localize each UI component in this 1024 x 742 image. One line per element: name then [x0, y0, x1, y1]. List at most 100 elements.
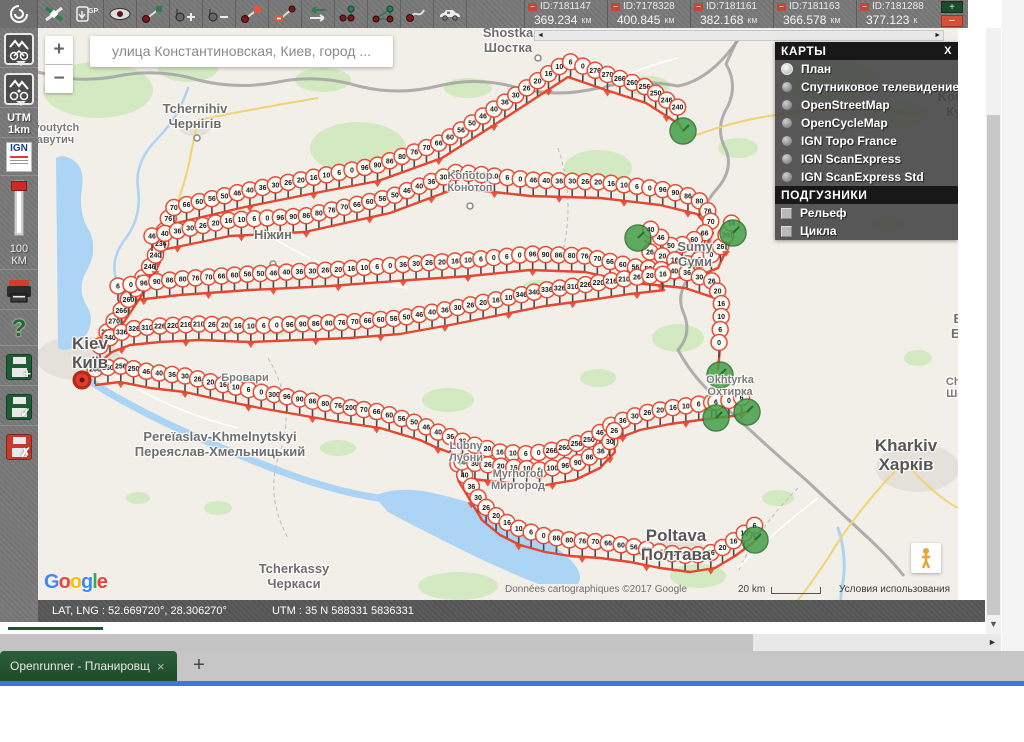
loop-icon[interactable]: [368, 0, 401, 28]
pegman-button[interactable]: [911, 543, 941, 573]
utm-toggle[interactable]: UTM1km: [0, 110, 38, 138]
add-route-button[interactable]: +: [941, 1, 963, 13]
route-distance-unit: км: [581, 15, 591, 25]
route-id: ID:7181288: [872, 1, 924, 12]
scroll-down-arrow-icon[interactable]: ▼: [986, 616, 1001, 632]
remove-route-button[interactable]: −: [941, 15, 963, 27]
svg-text:40: 40: [155, 371, 163, 378]
zoom-out-button[interactable]: −: [45, 65, 73, 93]
svg-text:80: 80: [321, 401, 329, 408]
save-new-button[interactable]: +: [0, 348, 38, 386]
zoom-slider[interactable]: [0, 176, 38, 240]
svg-text:36: 36: [555, 178, 563, 185]
layer-option-ign-scanexpress-std[interactable]: IGN ScanExpress Std: [775, 168, 958, 186]
waypoint-marker[interactable]: [742, 527, 768, 553]
tools-icon[interactable]: [38, 0, 71, 28]
svg-text:16: 16: [659, 272, 667, 279]
svg-text:96: 96: [276, 215, 284, 222]
zoom-in-button[interactable]: +: [45, 36, 73, 64]
segment-add-icon[interactable]: [137, 0, 170, 28]
scroll-left-icon[interactable]: ◄: [537, 32, 544, 39]
layer-option-спутниковое-телевидение[interactable]: Спутниковое телевидение: [775, 78, 958, 96]
route-remove-icon[interactable]: −: [528, 3, 537, 11]
close-icon[interactable]: X: [944, 45, 952, 57]
radio-icon[interactable]: [781, 171, 793, 183]
city-label: SumyСуми: [677, 240, 712, 269]
waypoint-marker[interactable]: [734, 399, 760, 425]
overlay-option-рельеф[interactable]: Рельеф: [775, 204, 958, 222]
radio-icon[interactable]: [781, 63, 793, 75]
waypoint-marker[interactable]: [703, 405, 729, 431]
svg-text:6: 6: [529, 530, 533, 537]
svg-text:76: 76: [192, 275, 200, 282]
print-button[interactable]: [0, 272, 38, 310]
mtb-badge-icon[interactable]: [0, 30, 38, 68]
layer-option-план[interactable]: План: [775, 60, 958, 78]
terms-link[interactable]: Условия использования: [839, 584, 950, 595]
start-marker[interactable]: [74, 372, 90, 388]
radio-icon[interactable]: [781, 81, 793, 93]
segment-red-remove-icon[interactable]: [269, 0, 302, 28]
svg-text:26: 26: [646, 250, 654, 257]
car-icon[interactable]: [434, 0, 467, 28]
horizontal-scrollbar-thumb[interactable]: [0, 634, 753, 651]
layer-option-openstreetmap[interactable]: OpenStreetMap: [775, 96, 958, 114]
scroll-right-arrow-icon[interactable]: ►: [984, 634, 1001, 651]
scroll-right-icon[interactable]: ►: [934, 32, 941, 39]
new-tab-button[interactable]: +: [185, 653, 213, 679]
waypoint-marker[interactable]: [670, 118, 696, 144]
point-minus-icon[interactable]: [203, 0, 236, 28]
help-button[interactable]: ?: [0, 312, 38, 346]
route-cell[interactable]: −ID:7181163 366.578км: [773, 0, 856, 28]
waypoint-marker[interactable]: [720, 220, 746, 246]
city-label: BelgorodБелгород: [951, 312, 958, 341]
profile-scrollbar[interactable]: ◄ ►: [534, 30, 944, 41]
horizontal-scrollbar[interactable]: ►: [0, 634, 1001, 651]
svg-text:26: 26: [208, 322, 216, 329]
search-input[interactable]: улица Константиновская, Киев, город ...: [90, 36, 393, 67]
route-cell[interactable]: −ID:7178328 400.845км: [607, 0, 690, 28]
route-remove-icon[interactable]: −: [611, 3, 620, 11]
route-remove-icon[interactable]: −: [777, 3, 786, 11]
save-confirm-button[interactable]: ✓: [0, 388, 38, 426]
route-remove-icon[interactable]: −: [694, 3, 703, 11]
radio-icon[interactable]: [781, 153, 793, 165]
waypoint-marker[interactable]: [625, 225, 651, 251]
radio-icon[interactable]: [781, 135, 793, 147]
point-plus-icon[interactable]: [170, 0, 203, 28]
pegman-icon: [919, 547, 933, 569]
polyline-icon[interactable]: [335, 0, 368, 28]
radio-icon[interactable]: [781, 117, 793, 129]
svg-text:56: 56: [630, 544, 638, 551]
overlay-option-цикла[interactable]: Цикла: [775, 222, 958, 240]
route-cell[interactable]: −ID:7181147 369.234км: [524, 0, 607, 28]
route-cell[interactable]: −ID:7181288 377.123к: [856, 0, 939, 28]
gps-label: GPS: [88, 8, 99, 15]
vertical-scrollbar-thumb[interactable]: [987, 115, 1000, 615]
slider-handle[interactable]: [11, 181, 27, 191]
checkbox-icon[interactable]: [781, 226, 792, 237]
tab-close-icon[interactable]: ×: [157, 659, 165, 674]
svg-text:20: 20: [438, 259, 446, 266]
layer-option-ign-topo-france[interactable]: IGN Topo France: [775, 132, 958, 150]
gps-download-icon[interactable]: GPS: [71, 0, 104, 28]
layer-option-ign-scanexpress[interactable]: IGN ScanExpress: [775, 150, 958, 168]
openrunner-logo[interactable]: [0, 0, 38, 28]
vertical-scrollbar[interactable]: ▼: [986, 28, 1001, 634]
eye-icon[interactable]: [104, 0, 137, 28]
tab-openrunner[interactable]: Openrunner - Планировщ ×: [0, 651, 177, 681]
layer-option-opencyclemap[interactable]: OpenCycleMap: [775, 114, 958, 132]
svg-text:60: 60: [446, 134, 454, 141]
map-canvas[interactable]: 2762702662602562502462402368076706660565…: [38, 28, 958, 600]
route-cell[interactable]: −ID:7181161 382.168км: [690, 0, 773, 28]
checkbox-icon[interactable]: [781, 208, 792, 219]
curve-icon[interactable]: [401, 0, 434, 28]
segment-red-add-icon[interactable]: [236, 0, 269, 28]
radio-icon[interactable]: [781, 99, 793, 111]
delete-route-button[interactable]: ✗: [0, 428, 38, 466]
cycling-badge-icon[interactable]: [0, 70, 38, 108]
swap-arrows-icon[interactable]: [302, 0, 335, 28]
svg-text:26: 26: [194, 376, 202, 383]
ign-logo[interactable]: IGN: [0, 138, 38, 176]
route-remove-icon[interactable]: −: [860, 3, 869, 11]
